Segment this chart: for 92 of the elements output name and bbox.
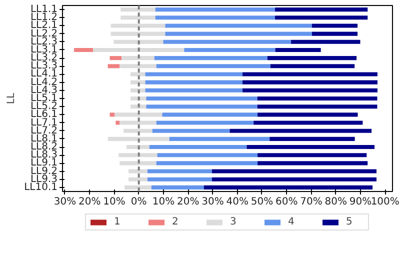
bar [124,128,152,133]
x-tick-label: 50% [250,196,274,208]
bar [120,120,156,125]
bar [242,88,378,92]
bar [212,169,376,174]
bar [258,112,358,117]
bar [149,145,247,150]
bar [120,161,156,166]
x-tick-label: 10% [103,196,126,208]
bar [118,153,158,158]
legend-label: 1 [114,216,122,228]
bar [258,153,367,158]
bar [124,185,152,190]
bar [312,24,358,28]
bar [165,32,312,36]
bar [212,177,376,182]
legend-label: 4 [288,216,296,228]
bar [154,56,268,60]
legend-label: 2 [172,216,180,228]
bar [275,16,368,20]
bar [270,64,355,68]
y-axis-title: LL [6,92,18,104]
bar [242,72,378,76]
bar [254,120,363,125]
bar [147,169,212,174]
bar [162,112,258,117]
bar [275,48,321,52]
bar [110,32,166,36]
bar [120,64,156,68]
bar [93,48,184,52]
bar [291,40,360,44]
x-tick-label: 80% [324,196,347,208]
bar [230,128,372,133]
x-tick-label: 30% [54,196,76,208]
bar [156,64,270,68]
bar [246,145,375,150]
bar [145,88,243,92]
bar [156,120,254,125]
x-tick-label: 60% [275,196,298,208]
bar [270,136,355,141]
bar [146,104,258,109]
bar [146,96,258,101]
bar [163,40,292,44]
bar [157,153,258,158]
bar [152,128,230,133]
y-tick-label: LL10.1 [24,182,58,193]
bar [242,80,378,84]
bar [114,40,164,44]
bar [147,177,212,182]
bar [110,24,166,28]
bar [120,16,156,20]
x-tick-label: 90% [349,196,372,208]
bar [122,56,154,60]
bar [312,32,358,36]
bar [169,136,270,141]
legend-label: 5 [346,216,354,228]
bar [184,48,276,52]
x-tick-label: 70% [300,196,322,208]
x-tick-label: 40% [226,196,248,208]
bar [204,185,373,190]
bar [110,56,122,60]
x-tick-label: 30% [202,196,224,208]
bar [275,8,368,12]
bar [116,120,120,125]
bar [126,145,150,150]
x-tick-label: 100% [370,196,400,208]
bar [110,112,115,117]
x-tick-label: 10% [152,196,175,208]
x-tick-label: 20% [78,196,101,208]
bar [128,169,148,174]
bar [267,56,357,60]
bar [108,64,120,68]
legend-label: 3 [230,216,238,228]
x-tick-label: 20% [176,196,200,208]
bar [257,96,378,101]
x-tick-label: 0% [130,196,147,208]
bar [145,72,243,76]
bar [257,104,378,109]
bar [165,24,312,28]
bar [108,136,170,141]
bar [74,48,94,52]
bar [130,80,146,84]
bar [258,161,368,166]
bar [120,8,156,12]
bar [155,16,276,20]
bar [151,185,204,190]
bar [155,8,276,12]
bar [128,177,148,182]
bar [156,161,258,166]
bar [130,72,146,76]
bar [114,112,162,117]
bar [145,80,243,84]
